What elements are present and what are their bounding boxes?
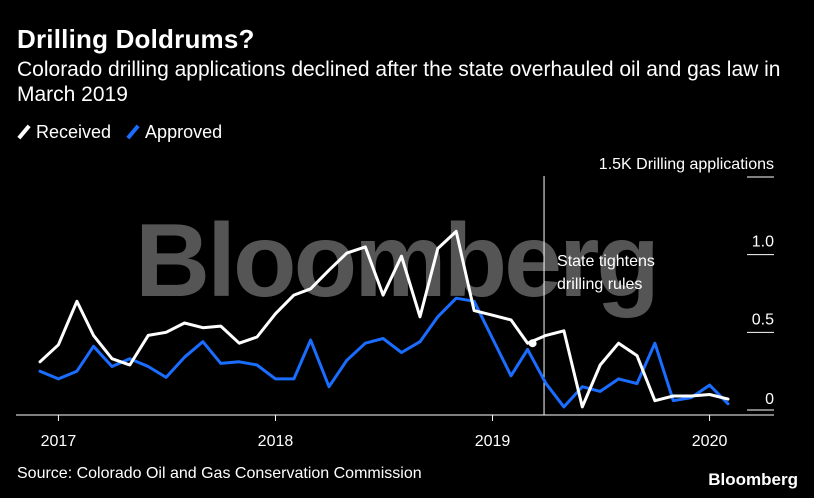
x-tick-label-0: 2017 (41, 433, 77, 450)
x-tick-label-2: 2019 (475, 433, 511, 450)
legend-item-approved: Approved (126, 121, 223, 143)
y-tick-label-2: 1.0 (752, 234, 774, 251)
x-tick-label-3: 2020 (692, 433, 728, 450)
legend: Received Approved (17, 121, 238, 143)
tick-labels: 0 0.5 1.0 1.5K Drilling applications 2017 201… (41, 156, 774, 450)
series-line-approved (38, 296, 730, 409)
series-line-received (38, 229, 730, 409)
annotation: State tightens drilling rules (543, 176, 655, 415)
chart-title: Drilling Doldrums? (17, 24, 255, 54)
y-tick-label-0: 0 (765, 391, 774, 408)
source-note: Source: Colorado Oil and Gas Conservatio… (17, 465, 422, 482)
y-tick-label-1: 0.5 (752, 311, 774, 328)
x-axis (16, 414, 774, 421)
legend-item-received: Received (17, 121, 112, 143)
chart-subtitle: Colorado drilling applications declined … (17, 58, 781, 106)
y-tick-label-3: 1.5K Drilling applications (599, 156, 774, 173)
legend-label-approved: Approved (145, 121, 223, 142)
received-point-marker (528, 339, 537, 348)
bloomberg-logo: Bloomberg (708, 470, 798, 489)
x-tick-label-1: 2018 (258, 433, 294, 450)
y-gridlines (747, 176, 774, 411)
series-lines (38, 229, 730, 409)
bloomberg-watermark: Bloomberg (135, 203, 657, 319)
annotation-text-line-0: State tightens (557, 253, 655, 270)
legend-label-received: Received (36, 121, 112, 142)
annotation-text-line-1: drilling rules (557, 276, 642, 293)
